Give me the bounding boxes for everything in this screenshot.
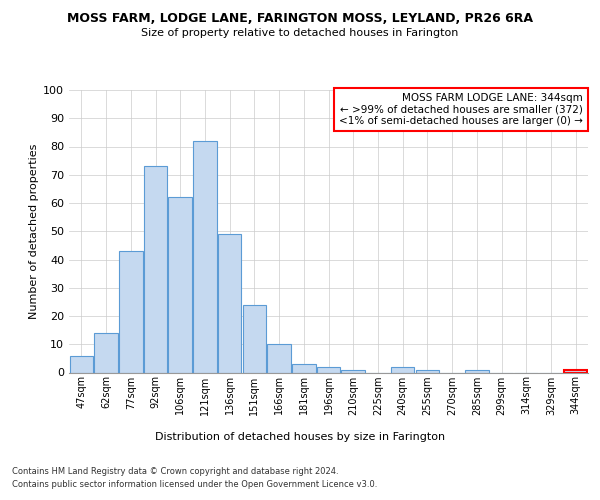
Y-axis label: Number of detached properties: Number of detached properties <box>29 144 39 319</box>
Bar <box>341 370 365 372</box>
Bar <box>169 198 192 372</box>
Text: MOSS FARM, LODGE LANE, FARINGTON MOSS, LEYLAND, PR26 6RA: MOSS FARM, LODGE LANE, FARINGTON MOSS, L… <box>67 12 533 26</box>
Bar <box>144 166 167 372</box>
Bar <box>564 370 587 372</box>
Bar <box>70 356 93 372</box>
Bar <box>391 367 415 372</box>
Bar <box>94 333 118 372</box>
Bar <box>218 234 241 372</box>
Bar <box>465 370 488 372</box>
Bar <box>292 364 316 372</box>
Bar <box>268 344 291 372</box>
Bar <box>119 251 143 372</box>
Bar <box>242 304 266 372</box>
Text: Contains HM Land Registry data © Crown copyright and database right 2024.: Contains HM Land Registry data © Crown c… <box>12 468 338 476</box>
Text: MOSS FARM LODGE LANE: 344sqm
← >99% of detached houses are smaller (372)
<1% of : MOSS FARM LODGE LANE: 344sqm ← >99% of d… <box>339 93 583 126</box>
Text: Size of property relative to detached houses in Farington: Size of property relative to detached ho… <box>142 28 458 38</box>
Bar <box>193 141 217 372</box>
Bar <box>317 367 340 372</box>
Bar <box>416 370 439 372</box>
Text: Contains public sector information licensed under the Open Government Licence v3: Contains public sector information licen… <box>12 480 377 489</box>
Text: Distribution of detached houses by size in Farington: Distribution of detached houses by size … <box>155 432 445 442</box>
